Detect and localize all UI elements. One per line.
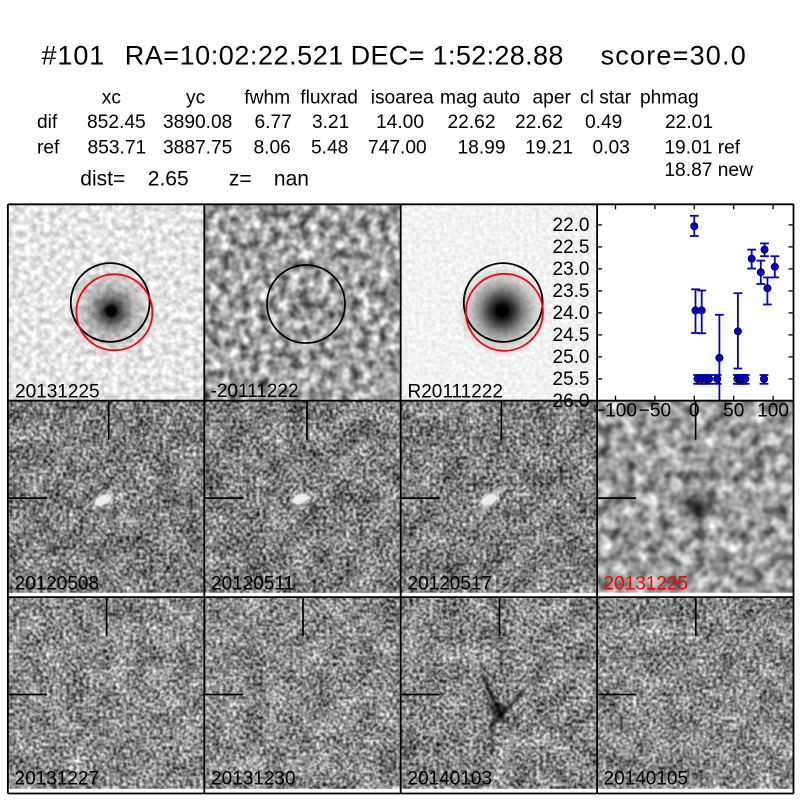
svg-text:R20111222: R20111222 bbox=[408, 382, 503, 403]
svg-text:20131225: 20131225 bbox=[15, 382, 100, 403]
svg-text:22.5: 22.5 bbox=[553, 237, 590, 258]
svg-text:18.87 new: 18.87 new bbox=[664, 160, 753, 181]
svg-text:852.45: 852.45 bbox=[87, 112, 146, 133]
svg-text:score=30.0: score=30.0 bbox=[601, 41, 747, 71]
svg-text:6.77: 6.77 bbox=[255, 112, 292, 133]
svg-text:14.00: 14.00 bbox=[376, 112, 424, 133]
svg-text:23.5: 23.5 bbox=[553, 281, 590, 302]
svg-text:5.48: 5.48 bbox=[311, 138, 348, 159]
svg-text:cl star: cl star bbox=[580, 87, 632, 108]
svg-text:20120511: 20120511 bbox=[211, 574, 294, 595]
svg-text:3887.75: 3887.75 bbox=[163, 138, 232, 159]
svg-text:25.0: 25.0 bbox=[553, 347, 590, 368]
svg-text:20140105: 20140105 bbox=[604, 769, 689, 790]
svg-text:20120517: 20120517 bbox=[408, 574, 493, 595]
svg-text:20131225: 20131225 bbox=[604, 574, 689, 595]
svg-text:20140103: 20140103 bbox=[408, 769, 493, 790]
svg-text:isoarea: isoarea bbox=[371, 87, 434, 108]
svg-text:ref: ref bbox=[37, 138, 60, 159]
svg-text:853.71: 853.71 bbox=[88, 138, 147, 159]
svg-text:19.21: 19.21 bbox=[525, 138, 573, 159]
svg-text:-20111222: -20111222 bbox=[211, 381, 299, 402]
svg-text:nan: nan bbox=[274, 168, 309, 191]
svg-text:RA=10:02:22.521: RA=10:02:22.521 bbox=[125, 41, 344, 71]
svg-text:20131227: 20131227 bbox=[15, 769, 100, 790]
svg-text:8.06: 8.06 bbox=[254, 138, 291, 159]
svg-text:0.03: 0.03 bbox=[593, 138, 630, 159]
svg-text:2.65: 2.65 bbox=[148, 168, 189, 191]
svg-text:22.0: 22.0 bbox=[553, 215, 590, 236]
svg-text:22.62: 22.62 bbox=[448, 112, 496, 133]
svg-text:20120508: 20120508 bbox=[15, 574, 100, 595]
svg-text:yc: yc bbox=[186, 87, 206, 108]
svg-text:fwhm: fwhm bbox=[244, 87, 290, 108]
svg-text:3890.08: 3890.08 bbox=[163, 112, 232, 133]
svg-text:DEC= 1:52:28.88: DEC= 1:52:28.88 bbox=[351, 41, 564, 71]
svg-text:−100: −100 bbox=[594, 401, 637, 422]
svg-text:phmag: phmag bbox=[640, 87, 699, 108]
svg-text:−50: −50 bbox=[639, 401, 671, 422]
svg-text:#101: #101 bbox=[42, 41, 106, 71]
svg-text:18.99: 18.99 bbox=[458, 138, 506, 159]
svg-text:747.00: 747.00 bbox=[368, 138, 427, 159]
svg-text:19.01 ref: 19.01 ref bbox=[664, 138, 740, 159]
svg-text:dif: dif bbox=[37, 112, 58, 133]
svg-text:22.01: 22.01 bbox=[665, 112, 713, 133]
svg-text:20131230: 20131230 bbox=[211, 769, 296, 790]
svg-text:3.21: 3.21 bbox=[312, 112, 349, 133]
svg-text:0.49: 0.49 bbox=[585, 112, 622, 133]
svg-text:25.5: 25.5 bbox=[553, 369, 590, 390]
svg-text:xc: xc bbox=[102, 87, 122, 108]
svg-text:24.0: 24.0 bbox=[553, 303, 590, 324]
svg-text:24.5: 24.5 bbox=[553, 325, 590, 346]
svg-text:0: 0 bbox=[689, 401, 700, 422]
svg-text:50: 50 bbox=[723, 401, 744, 422]
svg-text:26.0: 26.0 bbox=[553, 391, 590, 412]
svg-text:100: 100 bbox=[757, 401, 789, 422]
svg-text:dist=: dist= bbox=[80, 168, 125, 191]
svg-text:23.0: 23.0 bbox=[553, 259, 590, 280]
svg-text:22.62: 22.62 bbox=[515, 112, 563, 133]
svg-text:fluxrad: fluxrad bbox=[300, 87, 358, 108]
svg-text:aper: aper bbox=[533, 87, 572, 108]
svg-text:z=: z= bbox=[229, 168, 252, 191]
svg-text:mag auto: mag auto bbox=[440, 87, 520, 108]
